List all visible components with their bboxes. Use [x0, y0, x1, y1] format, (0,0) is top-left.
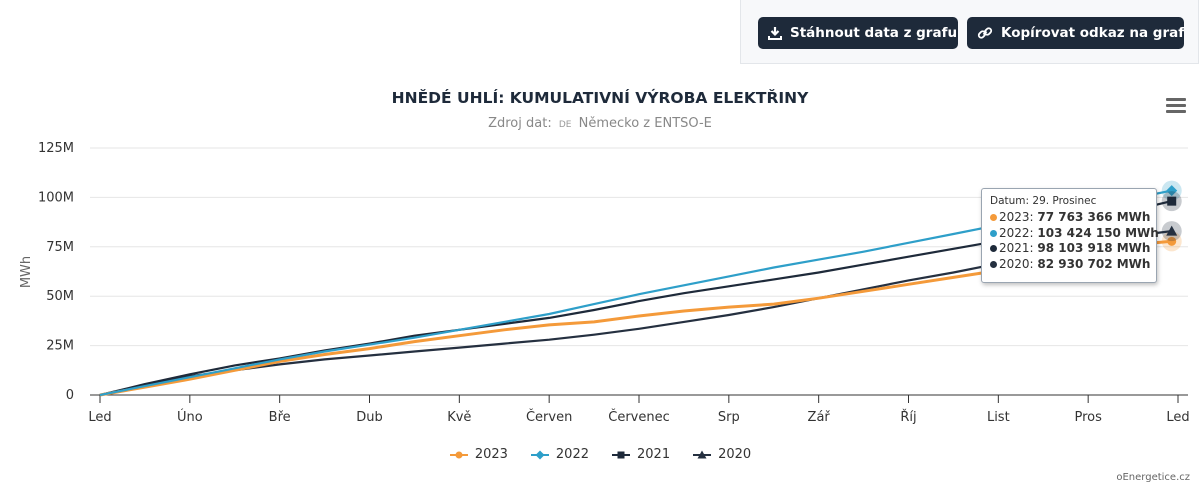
x-tick-label: Pros — [1074, 410, 1102, 425]
chart-title: HNĚDÉ UHLÍ: KUMULATIVNÍ VÝROBA ELEKTŘINY — [391, 89, 809, 107]
legend-item-2020[interactable]: 2020 — [692, 447, 751, 462]
legend-symbol — [612, 451, 630, 458]
x-tick-label: Kvě — [447, 410, 471, 425]
tooltip-value: 77 763 366 MWh — [1037, 210, 1151, 224]
legend-item-2023[interactable]: 2023 — [449, 447, 508, 462]
x-tick-label: Červen — [526, 409, 572, 425]
subtitle-prefix: Zdroj dat: — [488, 116, 552, 131]
tooltip-series-name: 2020 — [999, 256, 1030, 271]
y-axis-label: MWh — [19, 256, 34, 288]
download-icon — [768, 27, 782, 40]
legend-symbol — [530, 450, 549, 459]
tooltip-date: Datum: 29. Prosinec — [990, 195, 1097, 207]
credit: oEnergetice.cz — [1116, 472, 1190, 483]
chart-menu-icon[interactable] — [1166, 98, 1186, 116]
tooltip: Datum: 29. Prosinec 2023: 77 763 366 MWh… — [981, 188, 1159, 283]
tooltip-value: 103 424 150 MWh — [1037, 225, 1159, 240]
end-marker-2022 — [1166, 185, 1178, 197]
y-tick-label: 100M — [38, 190, 74, 205]
x-tick-label: Led — [1166, 410, 1189, 425]
x-ticks: Led Úno Bře Dub Kvě Červen Červenec Srp Zář Říj Li… — [88, 395, 1190, 425]
tooltip-series-name: 2023 — [999, 210, 1030, 224]
tooltip-row-2022: 2022: 103 424 150 MWh — [990, 225, 1159, 242]
tooltip-dot — [990, 214, 997, 221]
tooltip-dot — [990, 229, 997, 237]
y-tick-label: 75M — [46, 240, 74, 255]
y-tick-label: 25M — [46, 339, 74, 354]
legend-item-2022[interactable]: 2022 — [530, 447, 589, 462]
link-icon — [977, 27, 993, 39]
x-tick-label: Úno — [177, 409, 203, 425]
chart-subtitle: Zdroj dat: DE Německo z ENTSO-E — [0, 116, 1200, 131]
tooltip-series-name: 2022 — [999, 225, 1030, 240]
y-tick-label: 125M — [38, 141, 74, 156]
x-tick-label: Říj — [900, 409, 916, 425]
tooltip-row-2021: 2021: 98 103 918 MWh — [990, 241, 1151, 257]
end-markers — [1161, 180, 1182, 252]
x-tick-label: Dub — [356, 410, 383, 425]
subtitle-source: Německo z ENTSO-E — [578, 116, 712, 131]
legend-marker-2020 — [697, 450, 707, 458]
legend-label: 2023 — [474, 447, 508, 462]
end-marker-2021 — [1167, 196, 1177, 206]
tooltip-dot — [990, 260, 997, 268]
legend: 2023 2022 2021 2020 — [0, 447, 1200, 462]
country-code: DE — [558, 120, 572, 130]
download-data-button[interactable]: Stáhnout data z grafu — [758, 17, 958, 49]
tooltip-series-name: 2021 — [999, 241, 1030, 255]
end-marker-2020 — [1166, 225, 1178, 236]
x-tick-label: Bře — [269, 410, 291, 425]
legend-label: 2021 — [637, 447, 671, 462]
legend-marker-2021 — [617, 451, 625, 458]
x-tick-label: Led — [88, 410, 111, 425]
legend-symbol — [693, 450, 712, 458]
x-tick-label: Srp — [718, 410, 740, 425]
y-ticks: 0 25M 50M 75M 100M 125M — [38, 141, 74, 403]
copy-link-label: Kopírovat odkaz na graf — [1001, 25, 1185, 41]
y-tick-label: 50M — [46, 289, 74, 304]
legend-label: 2022 — [555, 447, 589, 462]
download-data-label: Stáhnout data z grafu — [790, 25, 958, 41]
x-tick-label: Červenec — [608, 409, 670, 425]
y-tick-label: 0 — [66, 388, 74, 403]
tooltip-dot — [990, 245, 997, 252]
legend-marker-2022 — [535, 450, 545, 459]
tooltip-row-2023: 2023: 77 763 366 MWh — [990, 210, 1151, 226]
legend-item-2021[interactable]: 2021 — [611, 447, 670, 462]
legend-symbol — [449, 451, 468, 458]
toolbar: Stáhnout data z grafu Kopírovat odkaz na… — [740, 0, 1199, 64]
x-tick-label: Zář — [808, 410, 831, 425]
x-tick-label: List — [987, 410, 1010, 425]
tooltip-row-2020: 2020: 82 930 702 MWh — [990, 256, 1151, 273]
legend-label: 2020 — [718, 447, 752, 462]
tooltip-value: 82 930 702 MWh — [1037, 256, 1151, 271]
tooltip-value: 98 103 918 MWh — [1037, 241, 1151, 255]
end-marker-2023 — [1167, 236, 1177, 246]
legend-marker-2023 — [455, 451, 463, 458]
copy-link-button[interactable]: Kopírovat odkaz na graf — [967, 17, 1184, 49]
